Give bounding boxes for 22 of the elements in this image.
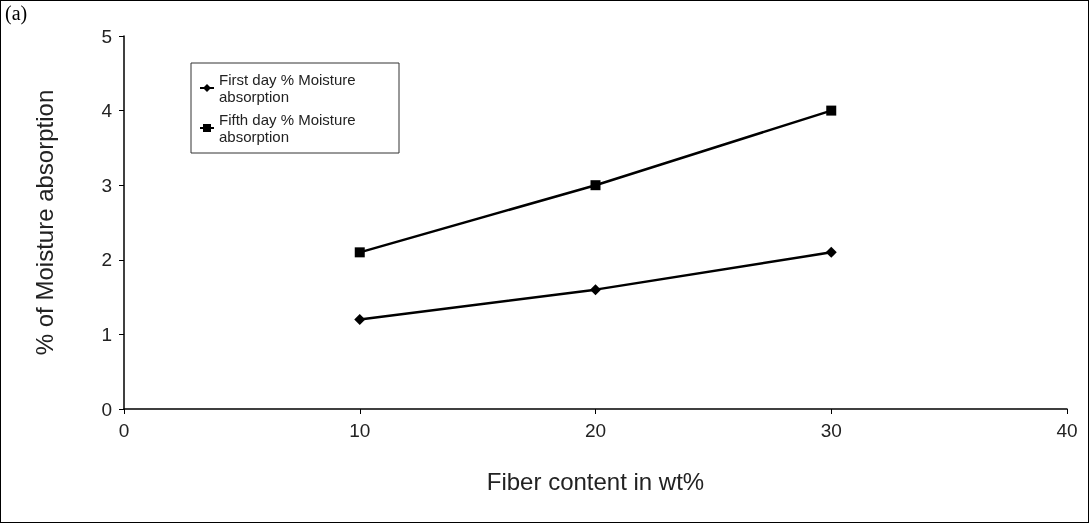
x-tick-label: 30 [820, 420, 842, 441]
point [826, 105, 837, 116]
point [354, 247, 365, 258]
legend-label: Fifth day % Moisture absorption [219, 111, 360, 145]
point [825, 246, 837, 258]
point [590, 180, 601, 191]
y-tick-label: 4 [101, 100, 113, 122]
y-axis-title: % of Moisture absorption [30, 89, 58, 356]
x-tick-label: 0 [118, 420, 130, 441]
x-axis-title: Fiber content in wt% [486, 467, 705, 495]
x-tick-label: 10 [349, 420, 371, 441]
y-tick-label: 2 [101, 249, 112, 271]
y-tick-label: 3 [101, 174, 112, 196]
legend-label: First day % Moisture absorption [219, 71, 360, 105]
text: (a) [5, 2, 28, 25]
y-tick-label: 1 [101, 323, 112, 345]
point [590, 284, 601, 296]
y-tick-label: 0 [101, 398, 112, 420]
x-tick-label: 20 [584, 420, 607, 441]
x-tick-label: 40 [1056, 420, 1078, 441]
y-tick-label: 5 [101, 25, 112, 47]
point [354, 313, 366, 325]
